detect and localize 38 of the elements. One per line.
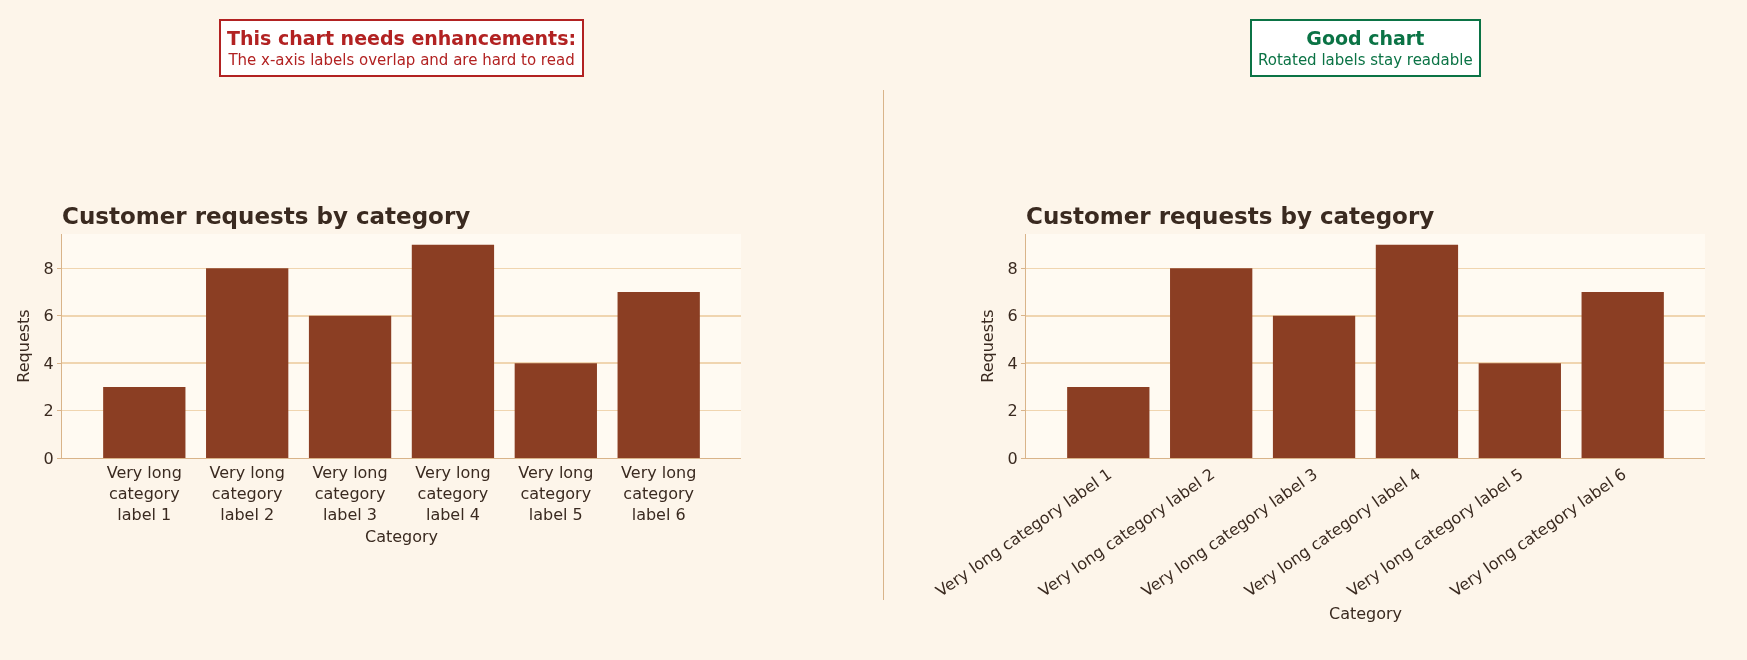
bar [308,315,392,458]
bar [206,268,289,458]
bar [617,292,700,458]
chart-title: Customer requests by category [1026,203,1435,230]
x-axis-title: Category [1328,604,1403,624]
y-tick-label: 8 [43,258,54,278]
bar [411,244,495,458]
y-tick-label: 2 [1007,401,1018,421]
y-tick-label: 8 [1007,258,1018,278]
text: This chart needs enhancements: [227,27,577,49]
y-tick-label: 4 [1007,353,1018,373]
x-tick-label: Very long category label 3 [312,463,388,524]
text: Good chart [1306,27,1425,49]
bar [1170,268,1253,458]
y-tick-label: 6 [1007,306,1018,326]
y-tick-label: 6 [43,306,54,326]
bar [1067,386,1150,458]
bar [1581,292,1664,458]
x-axis-title: Category [364,527,439,547]
x-tick-label: Very long category label 2 [209,463,285,524]
x-tick-label: Very long category label 4 [415,463,491,524]
y-tick-label: 0 [1007,448,1018,468]
y-tick-label: 4 [43,353,54,373]
bar [1375,244,1459,458]
bar [103,386,186,458]
x-tick-label: Very long category label 6 [621,463,697,524]
text: The x-axis labels overlap and are hard to read [227,50,575,69]
bar [1478,363,1561,458]
chart-title: Customer requests by category [62,203,471,230]
y-axis-title: Requests [977,309,997,383]
bar [514,363,597,458]
bar [1272,315,1356,458]
y-tick-label: 2 [43,401,54,421]
text: Rotated labels stay readable [1258,50,1473,69]
x-tick-label: Very long category label 1 [106,463,182,524]
y-tick-label: 0 [43,448,54,468]
x-tick-label: Very long category label 5 [518,463,594,524]
y-axis-title: Requests [13,309,33,383]
